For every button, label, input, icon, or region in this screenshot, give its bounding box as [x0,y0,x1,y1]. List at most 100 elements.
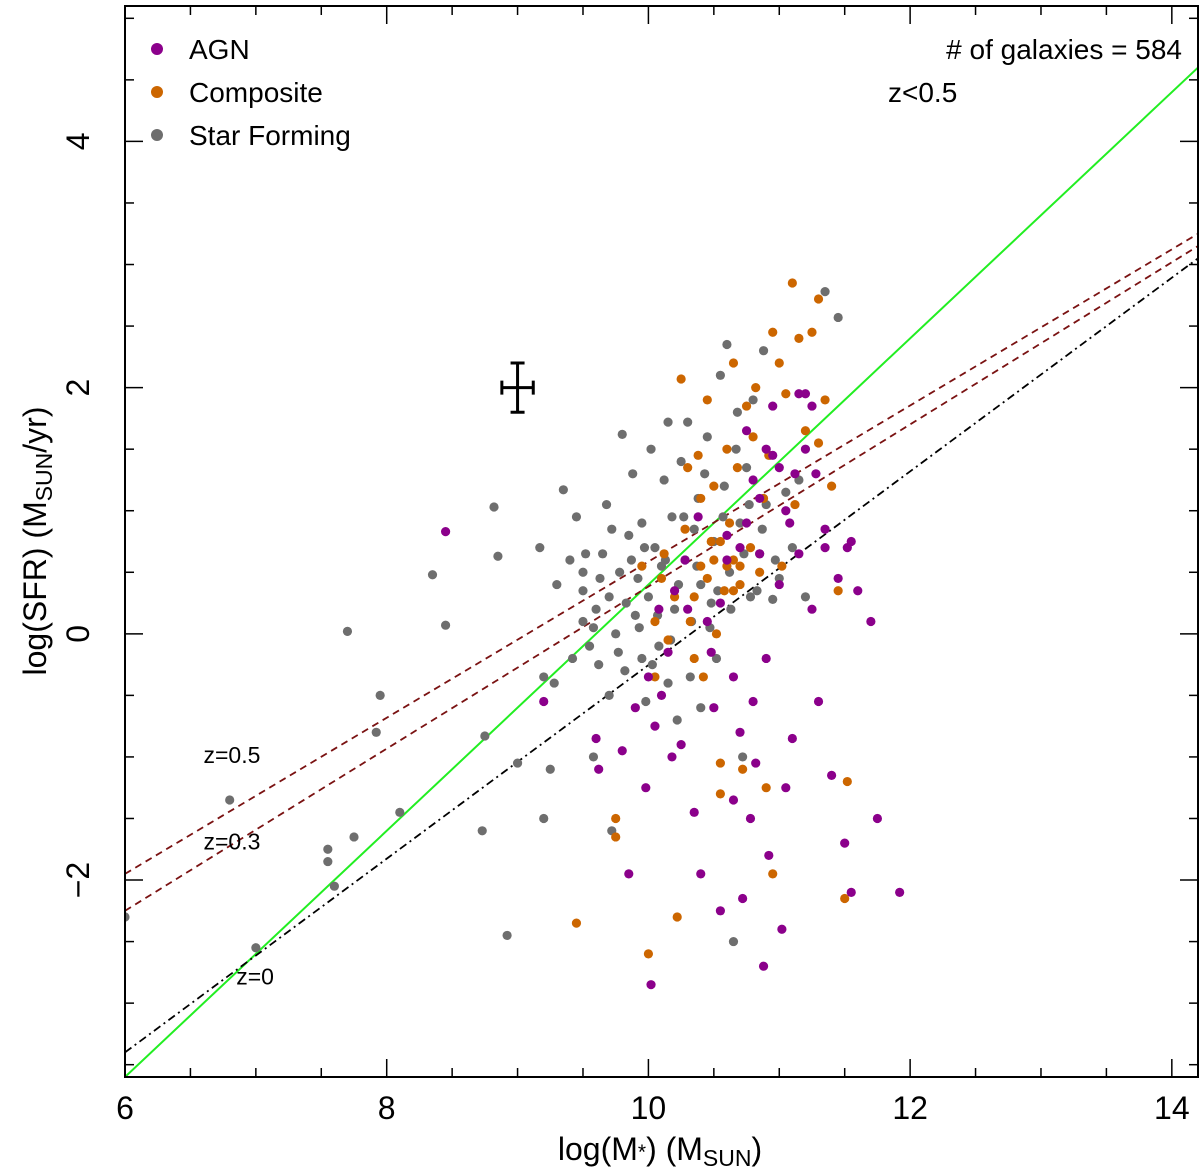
point-composite [611,832,621,842]
point-composite [833,586,843,596]
point-star-forming [440,620,451,630]
point-star-forming [787,543,797,553]
point-composite [702,395,712,405]
point-agn [800,444,811,454]
point-star-forming [637,653,647,664]
point-star-forming [713,586,723,596]
point-star-forming [735,518,745,528]
point-composite [728,555,739,565]
point-agn [709,703,719,713]
point-star-forming [578,567,588,577]
point-agn [656,690,667,700]
point-star-forming [768,594,778,604]
x-axis-label: log(M*) (MSUN) [558,1131,762,1171]
point-composite [693,450,703,460]
point-star-forming [650,543,660,553]
x-tick-label: 6 [116,1090,134,1126]
point-agn [768,401,778,411]
point-star-forming [696,579,706,590]
point-star-forming [395,807,405,817]
point-star-forming [689,524,699,534]
point-star-forming [493,551,503,561]
legend-label-star-forming: Star Forming [189,120,351,151]
y-tick-label: 4 [60,133,96,151]
point-composite [709,555,719,565]
tick-labels: 6 8 10 12 14 −2 0 2 4 [60,133,1190,1126]
point-star-forming [588,623,599,633]
point-composite [706,536,716,547]
point-composite [735,561,745,571]
x-axis-label-star: * [638,1141,646,1164]
y-tick-label: −2 [60,862,96,898]
point-agn [741,426,752,436]
point-star-forming [567,653,578,664]
point-star-forming [615,567,625,577]
point-star-forming [757,524,767,534]
point-star-forming [539,672,549,682]
point-composite [751,383,761,393]
point-agn [715,598,725,608]
point-agn [594,764,604,774]
point-composite [643,949,654,959]
point-composite [611,813,621,824]
point-star-forming [702,432,712,442]
legend-marker-composite [151,86,163,98]
point-star-forming [371,727,381,737]
point-agn [807,401,817,411]
line-fit [125,66,1198,1077]
point-star-forming [512,758,523,768]
point-composite [680,524,690,534]
y-axis-label-sub: SUN [31,453,57,502]
point-composite [768,869,778,879]
point-star-forming [728,936,739,947]
point-star-forming [323,856,333,867]
point-composite [813,438,824,448]
point-star-forming [641,696,651,707]
point-composite [709,481,719,491]
point-star-forming [639,543,650,553]
point-composite [728,358,739,368]
point-agn [591,733,601,744]
point-star-forming [624,530,634,540]
point-star-forming [584,641,595,651]
point-star-forming [375,690,385,700]
point-star-forming [620,666,630,676]
point-agn [654,604,664,614]
point-star-forming [659,475,669,485]
line-labels: z=0.5 z=0.3 z=0 [204,742,274,990]
point-star-forming [604,690,614,700]
y-axis-label: log(SFR) (MSUN/yr) [17,407,57,676]
point-composite [787,278,797,288]
point-composite [696,493,706,504]
data-points [125,278,905,990]
point-star-forming [654,641,664,651]
point-composite [768,327,778,337]
point-star-forming [663,678,673,688]
point-composite [827,481,837,491]
point-agn [728,795,739,805]
point-composite [735,579,745,590]
point-agn [764,850,774,861]
point-agn [751,758,761,768]
point-star-forming [752,586,762,596]
point-composite [715,758,725,768]
point-star-forming [706,598,716,608]
point-star-forming [719,481,729,491]
legend-label-agn: AGN [189,34,250,65]
point-composite [689,653,699,664]
point-composite [755,567,765,577]
point-star-forming [549,678,559,688]
point-composite [571,918,582,928]
point-star-forming [613,647,623,657]
point-agn [722,530,732,540]
point-agn [794,549,804,559]
point-star-forming [748,395,758,405]
redshift-annotation: z<0.5 [888,77,957,108]
point-star-forming [833,312,843,323]
point-star-forming [578,616,588,627]
point-star-forming [718,512,728,522]
point-star-forming [647,660,657,670]
point-agn [539,696,549,707]
point-star-forming [581,549,591,559]
point-composite [702,573,712,584]
